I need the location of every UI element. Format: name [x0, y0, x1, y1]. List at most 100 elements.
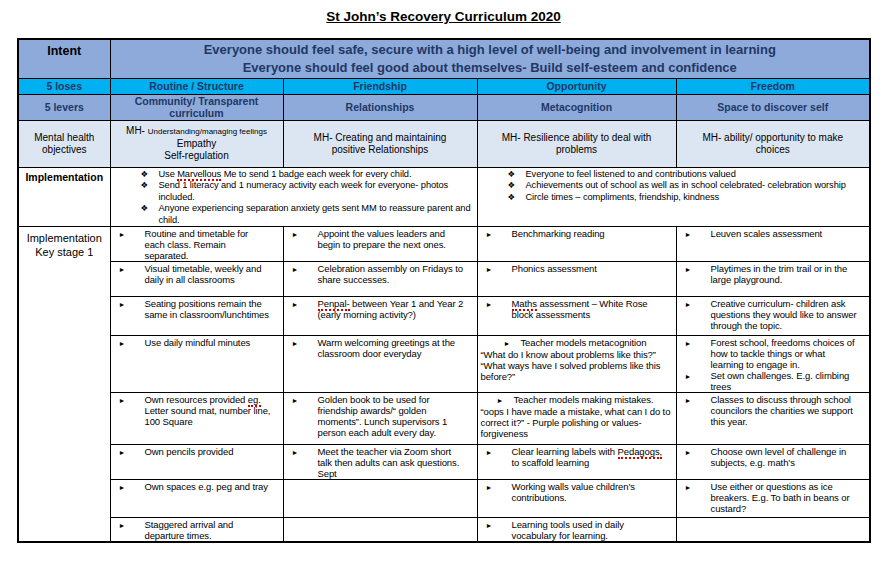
bullet-item: ❖Send 1 literacy and 1 numeracy activity…	[111, 180, 475, 203]
ks1-cell: ► Use either or questions as ice breakers…	[676, 480, 870, 518]
ks1-row: ► Visual timetable, weekly and daily in a…	[18, 262, 870, 297]
bullet-item: ► Teacher models metacognition	[478, 337, 673, 349]
bullet-text: Classes to discuss through school counci…	[711, 394, 853, 427]
bullet-text: Use either or questions as ice breakers.…	[711, 481, 850, 514]
mh-objective-friendship: MH- Creating and maintaining positive Re…	[283, 120, 477, 167]
column-header-friendship: Friendship	[283, 78, 477, 94]
ks1-row: ►Own resources provided eg. Letter sound…	[18, 393, 870, 445]
arrow-bullet-icon: ►	[497, 397, 504, 404]
ks1-cell: ►Playtimes in the trim trail or in the l…	[676, 262, 870, 297]
ks1-label-line2: Key stage 1	[19, 245, 110, 259]
arrow-bullet-icon: ►	[292, 264, 299, 275]
mh-objective-routine: MH- Understanding/managing feelings Empa…	[110, 120, 283, 167]
arrow-bullet-icon: ►	[486, 264, 493, 275]
arrow-bullet-icon: ►	[119, 395, 126, 406]
arrow-bullet-icon: ►	[685, 338, 692, 349]
bullet-item: ► Clear learning labels with Pedagogs, to…	[478, 446, 664, 468]
bullet-text: Forest school, freedoms choices of how t…	[711, 337, 855, 370]
bullet-item: ►Choose own level of challenge in subjec…	[677, 446, 858, 468]
ks1-cell: ►Choose own level of challenge in subjec…	[676, 445, 870, 480]
bullet-item: ► Use daily mindful minutes	[111, 337, 271, 348]
ks1-cell: ► Creative curriculum- children ask quest…	[676, 297, 870, 336]
ks1-cell: ► Benchmarking reading	[477, 227, 676, 262]
bullet-text: Visual timetable, weekly and daily in al…	[145, 263, 262, 285]
column-header-opportunity: Opportunity	[477, 78, 676, 94]
bullet-item: ► Own pencils provided	[111, 446, 271, 457]
mh-col1-line3: Self-regulation	[111, 150, 283, 162]
bullet-text: Creative curriculum- children ask questi…	[711, 298, 857, 331]
ks1-cell: ►Teacher models metacognition“What do I …	[477, 336, 676, 393]
arrow-bullet-icon: ►	[292, 395, 299, 406]
arrow-bullet-icon: ►	[292, 447, 299, 458]
ks1-cell: ► Own pencils provided	[110, 445, 283, 480]
implementation-row: Implementation ❖Use Marvellous Me to sen…	[18, 167, 870, 227]
five-levers-label: 5 levers	[18, 94, 110, 120]
mh-col1-line1: MH- Understanding/managing feelings	[111, 125, 283, 138]
diamond-bullet-icon: ❖	[508, 169, 516, 181]
five-loses-label: 5 loses	[18, 78, 110, 94]
arrow-bullet-icon: ►	[486, 520, 493, 531]
mental-health-label: Mental health objectives	[18, 120, 110, 167]
implementation-right-cell: ❖Everyone to feel listened to and contri…	[477, 167, 870, 227]
bullet-text: Seating positions remain the same in cla…	[145, 298, 269, 320]
ks1-cell: ►Meet the teacher via Zoom short talk th…	[283, 445, 477, 480]
ks1-row: ImplementationKey stage 1►Routine and ti…	[18, 227, 870, 262]
ks1-cell: ►Maths assessment – White Rose block ass…	[477, 297, 676, 336]
document-title: St John’s Recovery Curriculum 2020	[0, 9, 887, 24]
implementation-label: Implementation	[18, 167, 110, 227]
diamond-bullet-icon: ❖	[141, 169, 149, 181]
arrow-bullet-icon: ►	[292, 338, 299, 349]
ks1-cell: ►Leuven scales assessment	[676, 227, 870, 262]
ks1-row: ► Own spaces e.g. peg and tray ►Working wa…	[18, 480, 870, 518]
ks1-cell: ►Staggered arrival and departure times.	[110, 518, 283, 543]
diamond-bullet-icon: ❖	[508, 180, 516, 192]
bullet-text: Own pencils provided	[145, 446, 234, 457]
bullet-text: Clear learning labels with Pedagogs, to …	[512, 446, 663, 468]
bullet-item: ►Playtimes in the trim trail or in the l…	[677, 263, 858, 285]
bullet-item: ►Set own challenges. E.g. climbing trees	[677, 370, 858, 392]
arrow-bullet-icon: ►	[486, 482, 493, 493]
ks1-cell: ► Forest school, freedoms choices of how …	[676, 336, 870, 393]
bullet-text: Staggered arrival and departure times.	[145, 519, 234, 541]
bullet-item: ►Penpal- between Year 1 and Year 2 (earl…	[284, 298, 465, 320]
bullet-text: Use daily mindful minutes	[145, 337, 251, 348]
bullet-text: Learning tools used in daily vocabulary …	[512, 519, 624, 541]
arrow-bullet-icon: ►	[504, 340, 511, 347]
bullet-item: ►Phonics assessment	[478, 263, 664, 274]
quote-line: “oops I have made a mistake, what can I …	[478, 406, 673, 439]
five-levers-row: 5 levers Community/ Transparent curricul…	[18, 94, 870, 120]
bullet-item: ❖Circle times – compliments, friendship,…	[478, 192, 868, 204]
intent-line2: Everyone should feel good about themselv…	[111, 59, 870, 77]
curriculum-table: Intent Everyone should feel safe, secure…	[17, 38, 871, 543]
arrow-bullet-icon: ►	[119, 482, 126, 493]
bullet-item: ►Leuven scales assessment	[677, 228, 858, 239]
bullet-item: ►Routine and timetable for each class. R…	[111, 228, 271, 261]
arrow-bullet-icon: ►	[685, 395, 692, 406]
bullet-text: Teacher models metacognition	[520, 337, 646, 348]
ks1-cell: ►Penpal- between Year 1 and Year 2 (earl…	[283, 297, 477, 336]
arrow-bullet-icon: ►	[685, 299, 692, 310]
bullet-text: Set own challenges. E.g. climbing trees	[711, 370, 850, 392]
bullet-item: ►Working walls value children’s contribu…	[478, 481, 664, 503]
bullet-text: Benchmarking reading	[512, 228, 605, 239]
bullet-text: Penpal- between Year 1 and Year 2 (early…	[318, 298, 464, 320]
ks1-cell: ► Learning tools used in daily vocabulary…	[477, 518, 676, 543]
bullet-text: Own spaces e.g. peg and tray	[145, 481, 268, 492]
diamond-bullet-icon: ❖	[141, 203, 149, 215]
intent-label: Intent	[18, 39, 110, 78]
arrow-bullet-icon: ►	[486, 229, 493, 240]
arrow-bullet-icon: ►	[119, 447, 126, 458]
arrow-bullet-icon: ►	[119, 338, 126, 349]
ks1-cell	[283, 480, 477, 518]
arrow-bullet-icon: ►	[685, 229, 692, 240]
ks1-cell: ►Appoint the values leaders and begin to…	[283, 227, 477, 262]
ks1-cell: ► Seating positions remain the same in cl…	[110, 297, 283, 336]
bullet-text: Routine and timetable for each class. Re…	[145, 228, 249, 261]
bullet-item: ►Staggered arrival and departure times.	[111, 519, 271, 541]
ks1-cell: ►Golden book to be used for friendship a…	[283, 393, 477, 445]
arrow-bullet-icon: ►	[685, 482, 692, 493]
arrow-bullet-icon: ►	[119, 299, 126, 310]
arrow-bullet-icon: ►	[486, 447, 493, 458]
arrow-bullet-icon: ►	[685, 264, 692, 275]
diamond-bullet-icon: ❖	[141, 180, 149, 192]
